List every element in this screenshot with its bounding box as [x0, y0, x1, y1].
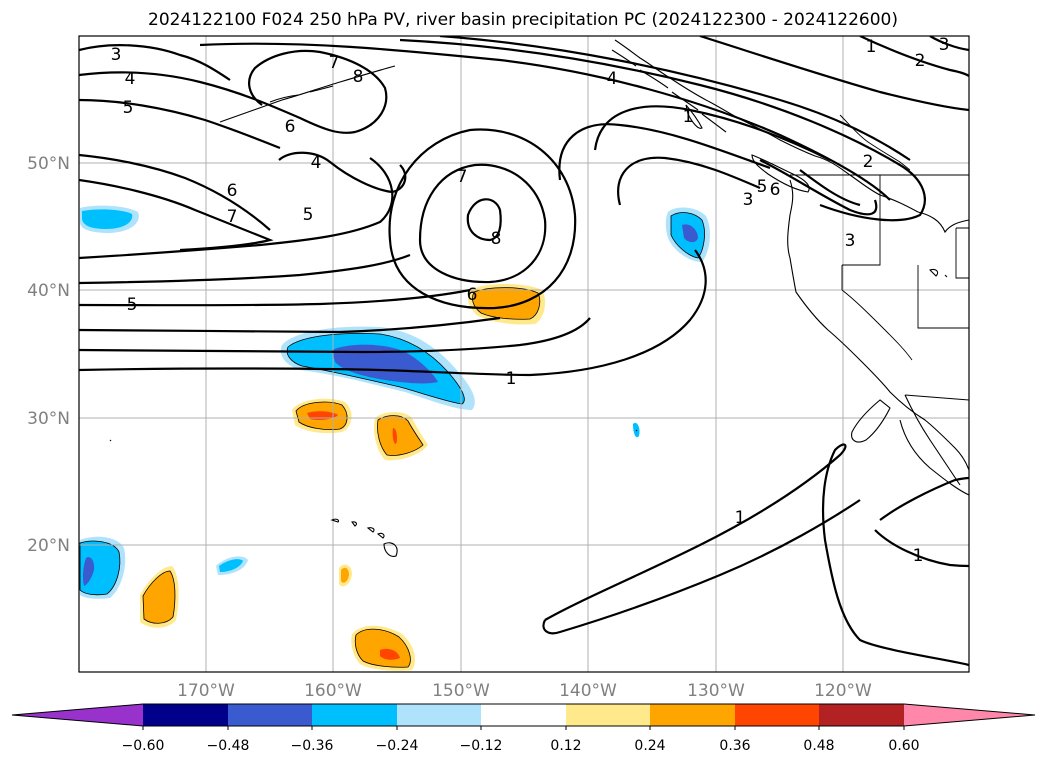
colorbar-tick-label: 0.36 [719, 738, 750, 754]
colorbar-segment [228, 704, 312, 726]
colorbar-tick-label: 0.48 [803, 738, 834, 754]
precip-outlines [79, 212, 705, 668]
lat-label: 20°N [27, 536, 70, 556]
contour-label: 7 [457, 167, 468, 187]
map-frame [78, 35, 970, 673]
lon-label: 140°W [559, 681, 617, 701]
lon-label: 170°W [177, 681, 235, 701]
colorbar-tick-label: −0.36 [291, 738, 334, 754]
colorbar: −0.60 −0.48 −0.36 −0.24 −0.12 0.12 0.24 … [11, 703, 1036, 754]
colorbar-tick-label: −0.48 [207, 738, 250, 754]
contour-label: 5 [303, 205, 314, 225]
colorbar-segments [11, 703, 1036, 730]
lat-label: 40°N [27, 281, 70, 301]
contour-label: 7 [329, 53, 340, 73]
map-panel: 3 4 5 7 8 6 4 6 7 5 7 8 4 1 1 2 3 2 3 5 [78, 35, 970, 673]
colorbar-segment [312, 704, 397, 726]
contour-label: 8 [353, 67, 364, 87]
contour-label: 6 [467, 285, 478, 305]
contour-label: 1 [735, 508, 746, 528]
pv-contours [79, 36, 969, 667]
contour-label: 4 [125, 69, 136, 89]
colorbar-tick-label: −0.12 [460, 738, 503, 754]
colorbar-segment [650, 704, 735, 726]
longitude-labels: 170°W 160°W 150°W 140°W 130°W 120°W [177, 681, 872, 701]
graticule [79, 36, 969, 672]
colorbar-extend-low [12, 704, 143, 726]
contour-label: 4 [607, 69, 618, 89]
political-borders [790, 114, 969, 401]
contour-label: 2 [915, 51, 926, 71]
contour-label: 7 [227, 207, 238, 227]
colorbar-tick-label: −0.24 [376, 738, 419, 754]
contour-label: 3 [743, 190, 754, 210]
lon-label: 130°W [687, 681, 745, 701]
colorbar-tick-label: 0.24 [634, 738, 665, 754]
colorbar-segment [819, 704, 904, 726]
contour-label: 5 [127, 295, 138, 315]
contour-label: 1 [683, 107, 694, 127]
coastlines [109, 39, 969, 557]
lat-label: 30°N [27, 409, 70, 429]
contour-label: 6 [285, 117, 296, 137]
contour-label: 8 [491, 229, 502, 249]
latitude-labels: 50°N 40°N 30°N 20°N [27, 154, 70, 556]
contour-label: 5 [757, 177, 768, 197]
contour-label: 3 [939, 35, 950, 55]
lon-label: 160°W [304, 681, 362, 701]
colorbar-ticks: −0.60 −0.48 −0.36 −0.24 −0.12 0.12 0.24 … [122, 738, 920, 754]
colorbar-extend-high [904, 704, 1035, 726]
colorbar-tick-label: 0.60 [888, 738, 919, 754]
figure-title: 2024122100 F024 250 hPa PV, river basin … [148, 10, 898, 30]
colorbar-segment [397, 704, 481, 726]
contour-label: 5 [123, 98, 134, 118]
contour-label: 3 [845, 231, 856, 251]
lon-label: 150°W [432, 681, 490, 701]
contour-label: 4 [311, 153, 322, 173]
contour-label: 1 [506, 369, 517, 389]
contour-label: 2 [863, 152, 874, 172]
contour-label: 1 [913, 546, 924, 566]
colorbar-segment [566, 704, 650, 726]
contour-labels: 3 4 5 7 8 6 4 6 7 5 7 8 4 1 1 2 3 2 3 5 [111, 35, 950, 566]
colorbar-segment [143, 704, 228, 726]
colorbar-tick-label: −0.60 [122, 738, 165, 754]
colorbar-segment [735, 704, 819, 726]
contour-label: 3 [111, 45, 122, 65]
contour-label: 6 [227, 181, 238, 201]
colorbar-tick-label: 0.12 [550, 738, 581, 754]
contour-label: 6 [770, 180, 781, 200]
lat-label: 50°N [27, 154, 70, 174]
colorbar-segment [481, 704, 566, 726]
contour-label: 1 [866, 37, 877, 57]
lon-label: 120°W [814, 681, 872, 701]
